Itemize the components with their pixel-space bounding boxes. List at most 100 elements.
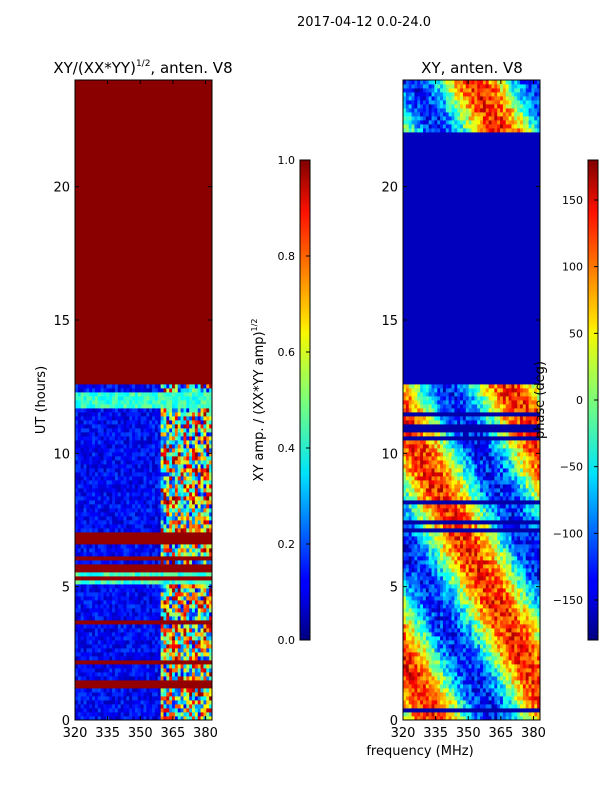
heatmap-cell xyxy=(126,524,130,529)
heatmap-cell xyxy=(97,432,102,437)
heatmap-cell xyxy=(120,580,124,585)
heatmap-cell xyxy=(186,492,190,497)
heatmap-cell xyxy=(197,664,201,669)
heatmap-cell xyxy=(83,352,87,357)
heatmap-cell xyxy=(112,712,116,717)
heatmap-cell xyxy=(140,576,144,581)
heatmap-cell xyxy=(206,588,210,593)
heatmap-cell xyxy=(126,392,130,397)
heatmap-cell xyxy=(160,312,164,317)
heatmap-cell xyxy=(120,568,124,573)
heatmap-cell xyxy=(103,700,107,705)
heatmap-cell xyxy=(123,688,127,693)
heatmap-cell xyxy=(174,524,179,529)
heatmap-cell xyxy=(132,588,136,593)
heatmap-cell xyxy=(174,496,179,501)
heatmap-cell xyxy=(77,584,82,589)
heatmap-cell xyxy=(89,320,93,325)
heatmap-cell xyxy=(152,436,156,441)
heatmap-cell xyxy=(143,348,147,353)
heatmap-cell xyxy=(194,504,199,509)
heatmap-cell xyxy=(143,456,147,461)
heatmap-cell xyxy=(112,608,116,613)
heatmap-cell xyxy=(109,496,113,501)
heatmap-cell xyxy=(106,336,110,341)
heatmap-cell xyxy=(86,392,90,397)
heatmap-cell xyxy=(163,696,167,701)
heatmap-cell xyxy=(92,664,96,669)
heatmap-cell xyxy=(143,680,147,685)
heatmap-cell xyxy=(200,684,204,689)
heatmap-cell xyxy=(92,412,96,417)
heatmap-cell xyxy=(157,440,162,445)
heatmap-cell xyxy=(92,576,96,581)
heatmap-cell xyxy=(75,612,79,617)
heatmap-cell xyxy=(203,316,207,321)
heatmap-cell xyxy=(197,600,201,605)
heatmap-cell xyxy=(140,320,144,325)
heatmap-cell xyxy=(109,364,113,369)
heatmap-cell xyxy=(174,488,179,493)
heatmap-cell xyxy=(197,356,201,361)
heatmap-cell xyxy=(200,412,204,417)
heatmap-cell xyxy=(94,500,99,505)
heatmap-cell xyxy=(163,676,167,681)
heatmap-cell xyxy=(92,340,96,345)
heatmap-cell xyxy=(94,332,99,337)
heatmap-cell xyxy=(126,660,130,665)
heatmap-cell xyxy=(75,692,79,697)
heatmap-cell xyxy=(149,716,153,721)
heatmap-cell xyxy=(80,368,84,373)
heatmap-cell xyxy=(166,392,170,397)
heatmap-cell xyxy=(157,616,162,621)
heatmap-cell xyxy=(152,716,156,721)
heatmap-cell xyxy=(94,356,99,361)
heatmap-cell xyxy=(112,484,116,489)
heatmap-cell xyxy=(77,648,82,653)
heatmap-cell xyxy=(140,312,144,317)
heatmap-cell xyxy=(174,316,179,321)
heatmap-cell xyxy=(112,536,116,541)
heatmap-cell xyxy=(203,480,207,485)
heatmap-cell xyxy=(192,316,196,321)
heatmap-cell xyxy=(134,688,139,693)
heatmap-cell xyxy=(106,328,110,333)
heatmap-cell xyxy=(200,464,204,469)
heatmap-cell xyxy=(177,468,181,473)
heatmap-cell xyxy=(109,396,113,401)
heatmap-cell xyxy=(120,664,124,669)
heatmap-cell xyxy=(140,452,144,457)
heatmap-cell xyxy=(169,336,173,341)
heatmap-cell xyxy=(137,440,142,445)
heatmap-cell xyxy=(77,396,82,401)
heatmap-cell xyxy=(103,636,107,641)
heatmap-cell xyxy=(132,492,136,497)
heatmap-cell xyxy=(160,468,164,473)
heatmap-cell xyxy=(92,712,96,717)
heatmap-cell xyxy=(160,348,164,353)
heatmap-cell xyxy=(137,684,142,689)
heatmap-cell xyxy=(94,340,99,345)
heatmap-cell xyxy=(137,332,142,337)
heatmap-cell xyxy=(134,584,139,589)
heatmap-cell xyxy=(103,560,107,565)
heatmap-cell xyxy=(77,368,82,373)
heatmap-cell xyxy=(100,424,104,429)
heatmap-cell xyxy=(134,380,139,385)
heatmap-cell xyxy=(160,612,164,617)
heatmap-cell xyxy=(172,676,176,681)
heatmap-cell xyxy=(169,536,173,541)
heatmap-cell xyxy=(154,628,159,633)
heatmap-cell xyxy=(100,556,104,561)
heatmap-cell xyxy=(132,568,136,573)
heatmap-cell xyxy=(80,320,84,325)
heatmap-cell xyxy=(177,308,181,313)
heatmap-cell xyxy=(206,312,210,317)
heatmap-cell xyxy=(163,620,167,625)
heatmap-cell xyxy=(140,676,144,681)
heatmap-cell xyxy=(154,524,159,529)
heatmap-cell xyxy=(174,396,179,401)
heatmap-cell xyxy=(157,648,162,653)
heatmap-cell xyxy=(137,716,142,721)
heatmap-cell xyxy=(97,616,102,621)
